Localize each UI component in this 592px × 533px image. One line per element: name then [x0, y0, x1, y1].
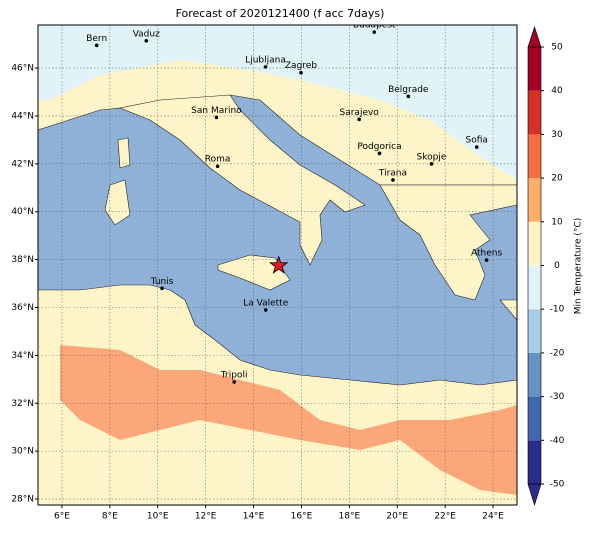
- city-dot: [232, 380, 236, 384]
- star-marker: [268, 255, 289, 274]
- colorbar-segment: [528, 178, 541, 222]
- colorbar-tick-label: -40: [550, 436, 565, 446]
- city-dot: [372, 30, 377, 34]
- city-label: Bern: [86, 34, 107, 44]
- colorbar-segment: [528, 440, 541, 484]
- city-dot: [94, 43, 99, 48]
- city-dot: [357, 117, 361, 122]
- city-label: San Marino: [191, 106, 242, 116]
- city-dot: [474, 145, 479, 149]
- colorbar-segment: [528, 90, 541, 135]
- y-tick-label: 44°N: [11, 111, 34, 121]
- city-label: Athens: [471, 249, 502, 259]
- x-tick-label: 20°E: [386, 512, 408, 522]
- y-tick-label: 38°N: [11, 255, 34, 265]
- city-label: Tripoli: [220, 370, 248, 380]
- city-dot: [429, 162, 434, 166]
- x-tick-label: 10°E: [147, 512, 169, 522]
- city-dot: [215, 164, 220, 169]
- y-tick-label: 30°N: [11, 447, 34, 457]
- axes: 6°E 8°E 10°E 12°E 14°E 16°E 18°E 20°E 22°E 24°E 28…: [11, 64, 504, 522]
- greece: [379, 184, 517, 301]
- colorbar: -50 -40 -30 -20 -10 0 10 20 30 40 50: [527, 26, 565, 507]
- colorbar-tick-label: -10: [550, 305, 565, 315]
- y-tick-label: 46°N: [11, 64, 34, 74]
- city-dot: [160, 286, 164, 291]
- city-label: La Valette: [243, 298, 288, 308]
- y-tick-label: 28°N: [11, 495, 34, 505]
- city-label: Tirana: [378, 168, 407, 178]
- y-tick-label: 42°N: [11, 159, 34, 169]
- colorbar-segment: [528, 352, 541, 397]
- city-label: Ljubljana: [245, 55, 286, 65]
- colorbar-tick-label: 20: [551, 174, 563, 184]
- city-dot: [484, 258, 489, 262]
- x-tick-label: 16°E: [291, 512, 313, 522]
- x-tick-label: 8°E: [102, 512, 118, 522]
- city-label: Roma: [205, 155, 231, 165]
- city-label: Vaduz: [133, 29, 160, 39]
- city-label: Zagreb: [285, 61, 317, 71]
- colorbar-tick-label: 10: [551, 217, 563, 227]
- colorbar-tick-label: 30: [551, 130, 563, 140]
- city-label: Sofia: [466, 136, 488, 146]
- map-title: Forecast of 2020121400 (f acc 7days): [176, 7, 385, 20]
- city-dot: [263, 65, 268, 69]
- colorbar-label: Min Temperature (°C): [574, 218, 584, 315]
- y-tick-label: 32°N: [11, 399, 34, 409]
- colorbar-extend: [527, 483, 542, 507]
- hot-region: [60, 345, 517, 495]
- colorbar-extend: [527, 26, 542, 48]
- colorbar-segment: [528, 396, 541, 441]
- colorbar-segment: [528, 309, 541, 353]
- city-label: Podgorica: [357, 142, 401, 152]
- y-tick-label: 34°N: [11, 351, 34, 361]
- colorbar-tick-label: -20: [550, 348, 565, 358]
- city-dot: [377, 151, 382, 156]
- x-tick-label: 18°E: [339, 512, 361, 522]
- x-tick-label: 14°E: [243, 512, 265, 522]
- colorbar-segment: [528, 221, 541, 266]
- city-dot: [299, 70, 303, 75]
- x-tick-label: 6°E: [54, 512, 70, 522]
- x-tick-label: 24°E: [482, 512, 504, 522]
- map-frame: [37, 24, 518, 506]
- city-label: Budapest: [353, 21, 396, 31]
- sardinia: [104, 179, 131, 226]
- italy: [118, 94, 366, 266]
- city-dot: [214, 115, 219, 120]
- colorbar-tick-label: 50: [551, 43, 563, 53]
- colorbar-segment: [528, 265, 541, 310]
- city-dot: [263, 308, 268, 312]
- city-label: Skopje: [417, 152, 447, 162]
- city-dot: [391, 178, 395, 182]
- city-dot: [144, 39, 149, 43]
- city-label: Belgrade: [388, 85, 429, 95]
- y-tick-label: 40°N: [11, 207, 34, 217]
- colorbar-segment: [528, 134, 541, 179]
- x-tick-label: 12°E: [195, 512, 217, 522]
- y-tick-label: 36°N: [11, 303, 34, 313]
- city-label: Tunis: [150, 277, 174, 287]
- corsica: [117, 137, 131, 169]
- city-dot: [406, 94, 411, 99]
- city-label: Sarajevo: [340, 108, 380, 118]
- colorbar-tick-label: -50: [550, 480, 565, 490]
- colorbar-tick-label: 40: [551, 86, 563, 96]
- x-tick-label: 22°E: [434, 512, 456, 522]
- colorbar-tick-label: -30: [550, 392, 565, 402]
- colorbar-tick-label: 0: [554, 261, 560, 271]
- colorbar-segment: [528, 47, 541, 91]
